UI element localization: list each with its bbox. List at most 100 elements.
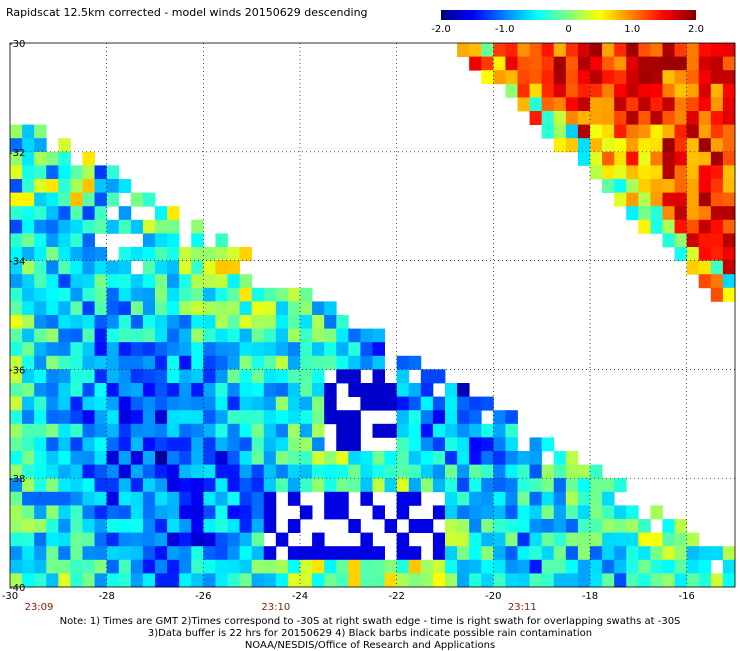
- heatmap-cell: [287, 396, 301, 411]
- heatmap-cell: [275, 532, 289, 547]
- heatmap-cell: [614, 532, 627, 547]
- heatmap-cell: [106, 478, 120, 493]
- heatmap-cell: [106, 301, 120, 316]
- heatmap-cell: [82, 355, 95, 370]
- heatmap-cell: [167, 247, 180, 261]
- heatmap-cell: [432, 478, 446, 493]
- heatmap-cell: [577, 491, 591, 506]
- heatmap-cell: [106, 437, 120, 452]
- heatmap-cell: [300, 573, 313, 588]
- heatmap-cell: [227, 274, 240, 289]
- heatmap-cell: [348, 410, 361, 425]
- heatmap-cell: [179, 328, 192, 343]
- heatmap-cell: [203, 478, 216, 493]
- heatmap-cell: [34, 179, 47, 193]
- heatmap-cell: [251, 383, 265, 397]
- heatmap-cell: [348, 573, 361, 588]
- heatmap-cell: [155, 342, 168, 357]
- heatmap-cell: [130, 287, 144, 302]
- heatmap-cell: [239, 274, 253, 289]
- heatmap-cell: [191, 219, 204, 234]
- heatmap-cell: [360, 546, 373, 561]
- heatmap-cell: [22, 165, 35, 180]
- heatmap-cell: [614, 151, 627, 166]
- heatmap-cell: [577, 83, 591, 98]
- heatmap-cell: [577, 124, 591, 139]
- heatmap-cell: [650, 151, 663, 166]
- heatmap-cell: [565, 56, 579, 71]
- heatmap-cell: [70, 287, 83, 302]
- heatmap-cell: [263, 464, 277, 479]
- heatmap-cell: [263, 519, 277, 533]
- heatmap-cell: [565, 505, 579, 520]
- heatmap-cell: [686, 97, 700, 112]
- heatmap-cell: [94, 546, 108, 561]
- heatmap-cell: [336, 464, 349, 479]
- heatmap-cell: [457, 491, 470, 506]
- heatmap-cell: [130, 478, 144, 493]
- heatmap-cell: [106, 165, 120, 180]
- heatmap-cell: [275, 328, 289, 343]
- heatmap-cell: [34, 383, 47, 397]
- heatmap-cell: [590, 546, 603, 561]
- heatmap-cell: [565, 83, 579, 98]
- heatmap-cell: [118, 287, 132, 302]
- plot-frame: [9, 42, 736, 588]
- heatmap-cell: [517, 491, 530, 506]
- heatmap-cell: [710, 546, 724, 561]
- heatmap-cell: [529, 532, 543, 547]
- heatmap-cell: [106, 192, 120, 207]
- heatmap-cell: [179, 287, 192, 302]
- heatmap-cell: [251, 315, 265, 329]
- heatmap-cell: [34, 287, 47, 302]
- heatmap-cell: [614, 546, 627, 561]
- heatmap-cell: [287, 342, 301, 357]
- heatmap-cell: [155, 423, 168, 438]
- heatmap-cell: [602, 519, 615, 533]
- heatmap-cell: [602, 56, 615, 71]
- heatmap-cell: [300, 383, 313, 397]
- heatmap-cell: [553, 111, 567, 125]
- heatmap-cell: [445, 464, 458, 479]
- heatmap-cell: [239, 369, 253, 384]
- heatmap-cell: [505, 423, 518, 438]
- heatmap-cell: [34, 546, 47, 561]
- heatmap-cell: [227, 532, 240, 547]
- heatmap-cell: [650, 97, 663, 112]
- heatmap-cell: [650, 559, 663, 574]
- heatmap-cell: [686, 43, 700, 57]
- heatmap-cell: [82, 315, 95, 329]
- heatmap-cell: [324, 355, 337, 370]
- heatmap-cell: [46, 165, 59, 180]
- heatmap-cell: [432, 464, 446, 479]
- heatmap-cell: [251, 423, 265, 438]
- heatmap-cell: [215, 437, 228, 452]
- heatmap-cell: [336, 369, 349, 384]
- heatmap-cell: [674, 83, 688, 98]
- heatmap-cell: [674, 124, 688, 139]
- heatmap-cell: [227, 423, 240, 438]
- heatmap-cell: [34, 165, 47, 180]
- heatmap-cell: [590, 559, 603, 574]
- heatmap-cell: [481, 437, 494, 452]
- heatmap-cell: [203, 328, 216, 343]
- heatmap-cell: [650, 138, 663, 153]
- heatmap-cell: [118, 383, 132, 397]
- heatmap-cell: [130, 301, 144, 316]
- heatmap-cell: [722, 546, 736, 561]
- heatmap-cell: [445, 573, 458, 588]
- heatmap-cell: [408, 519, 422, 533]
- heatmap-cell: [70, 342, 83, 357]
- heatmap-cell: [698, 546, 712, 561]
- heatmap-cell: [372, 464, 385, 479]
- heatmap-cell: [650, 573, 663, 588]
- heatmap-cell: [118, 464, 132, 479]
- heatmap-cell: [698, 573, 712, 588]
- colorbar-tick-label: -1.0: [495, 24, 515, 35]
- heatmap-cell: [22, 219, 35, 234]
- x-tick-label: -30: [2, 591, 18, 602]
- heatmap-cell: [408, 451, 422, 465]
- heatmap-cell: [142, 532, 156, 547]
- heatmap-cell: [94, 573, 108, 588]
- heatmap-cell: [215, 451, 228, 465]
